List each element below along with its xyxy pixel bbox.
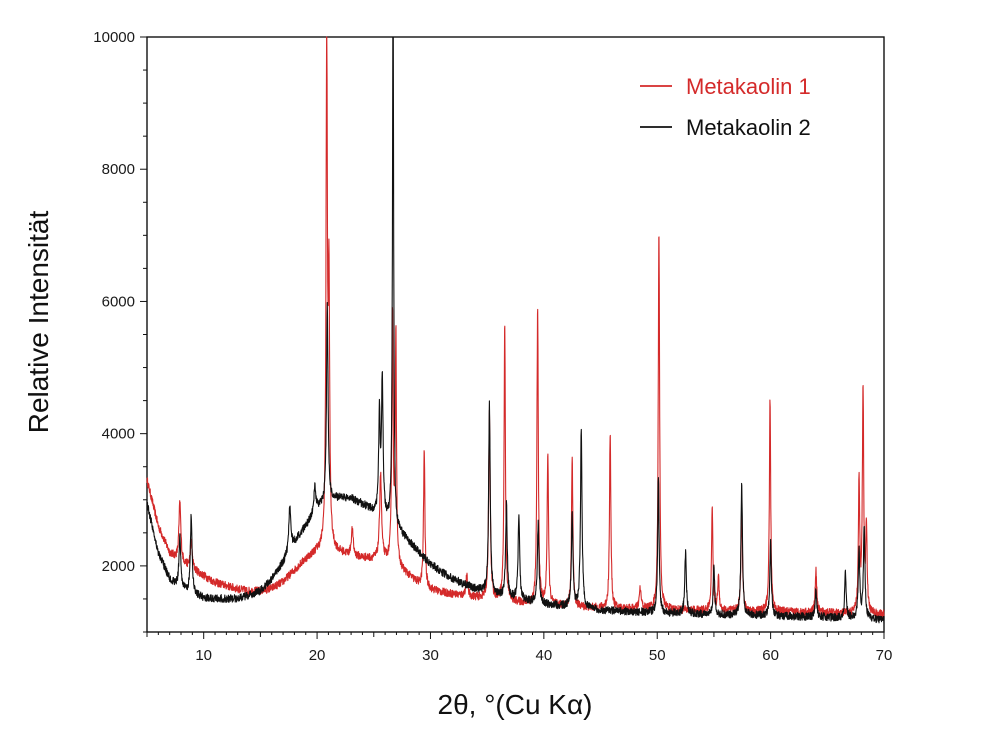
x-tick-label: 30 [422, 647, 439, 664]
series-line-metakaolin-1 [146, 36, 885, 618]
x-axis-title: 2θ, °(Cu Kα) [438, 689, 593, 720]
y-tick-label: 10000 [93, 29, 135, 46]
y-tick-label: 8000 [102, 161, 135, 178]
y-tick-label: 4000 [102, 426, 135, 443]
x-tick-label: 60 [762, 647, 779, 664]
legend-label-metakaolin-1: Metakaolin 1 [686, 74, 811, 99]
x-axis: 10 20 30 40 50 60 70 [146, 632, 893, 664]
x-tick-label: 20 [309, 647, 326, 664]
legend: Metakaolin 1 Metakaolin 2 [640, 74, 811, 140]
x-tick-label: 40 [536, 647, 553, 664]
series-layer [146, 36, 885, 624]
x-tick-label: 10 [195, 647, 212, 664]
legend-label-metakaolin-2: Metakaolin 2 [686, 115, 811, 140]
y-axis: 2000 4000 6000 8000 10000 [93, 29, 147, 633]
y-tick-label: 2000 [102, 558, 135, 575]
x-tick-label: 50 [649, 647, 666, 664]
series-line-metakaolin-2 [146, 36, 885, 624]
x-tick-label: 70 [876, 647, 893, 664]
y-tick-label: 6000 [102, 293, 135, 310]
y-axis-title: Relative Intensität [23, 211, 54, 434]
